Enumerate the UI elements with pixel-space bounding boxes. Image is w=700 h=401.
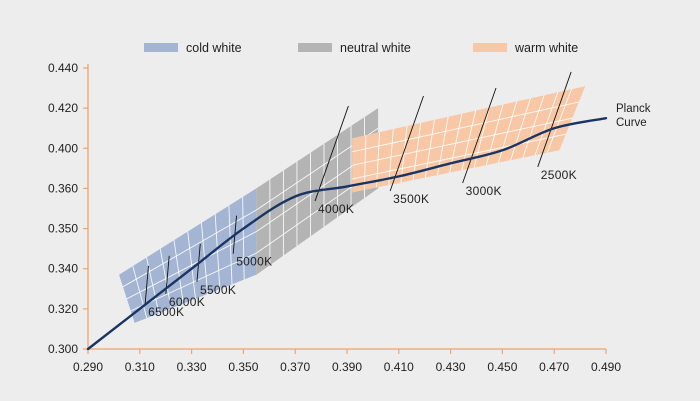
warm-white-grid-line — [352, 117, 573, 166]
y-tick-label: 0.300 — [48, 342, 78, 356]
legend-label-cold-white: cold white — [186, 41, 242, 55]
cct-label: 2500K — [541, 168, 577, 182]
cold-white-grid-line — [122, 209, 257, 288]
planck-curve — [86, 116, 608, 351]
x-tick-label: 0.350 — [228, 360, 258, 374]
y-tick-label: 0.420 — [48, 101, 78, 115]
x-tick-label: 0.410 — [384, 360, 414, 374]
y-tick-label: 0.400 — [48, 141, 78, 155]
x-tick-label: 0.490 — [591, 360, 621, 374]
cct-label: 3500K — [393, 192, 429, 206]
cct-line — [314, 105, 349, 202]
warm-white-grid-line — [352, 101, 579, 153]
cct-label: 6000K — [169, 295, 205, 309]
legend-swatch-neutral-white — [298, 43, 332, 52]
cct-label: 3000K — [466, 184, 502, 198]
cct-label: 6500K — [148, 305, 184, 319]
y-tick-label: 0.320 — [48, 302, 78, 316]
x-tick-label: 0.450 — [487, 360, 517, 374]
x-tick-label: 0.430 — [436, 360, 466, 374]
cold-white-grid-line — [130, 252, 257, 312]
x-tick-label: 0.470 — [539, 360, 569, 374]
warm-white-grid-line — [352, 133, 566, 180]
cct-label: 5000K — [236, 255, 272, 269]
y-tick-label: 0.350 — [48, 222, 78, 236]
x-tick-label: 0.310 — [125, 360, 155, 374]
legend-label-neutral-white: neutral white — [340, 41, 411, 55]
legend-swatch-warm-white — [473, 43, 507, 52]
cct-line — [462, 87, 497, 184]
x-tick-label: 0.390 — [332, 360, 362, 374]
legend-swatch-cold-white — [144, 43, 178, 52]
cct-line — [537, 71, 572, 168]
x-tick-label: 0.330 — [177, 360, 207, 374]
y-tick-label: 0.360 — [48, 181, 78, 195]
y-tick-label: 0.440 — [48, 61, 78, 75]
planck-curve-label: Curve — [616, 117, 647, 129]
cct-label: 5500K — [200, 283, 236, 297]
cold-white-grid-line — [126, 231, 257, 300]
x-tick-label: 0.370 — [280, 360, 310, 374]
legend-label-warm-white: warm white — [514, 41, 578, 55]
planck-curve-label: Planck — [616, 103, 651, 115]
cct-line — [144, 265, 149, 304]
cct-line — [389, 95, 424, 192]
cct-label: 4000K — [318, 202, 354, 216]
x-tick-label: 0.290 — [73, 360, 103, 374]
y-tick-label: 0.340 — [48, 262, 78, 276]
